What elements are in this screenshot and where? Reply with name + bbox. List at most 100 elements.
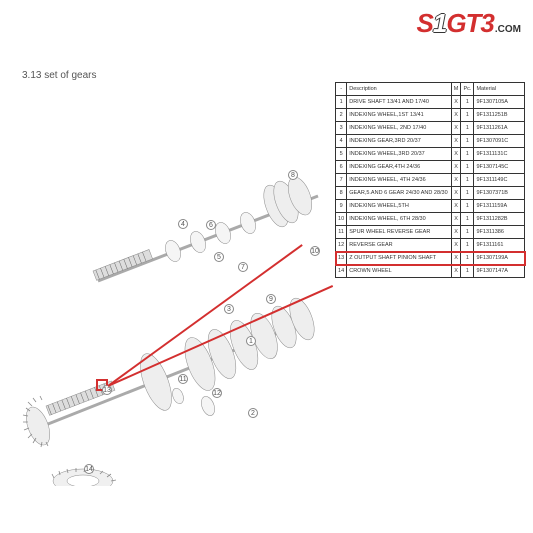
cell-m: X (451, 96, 461, 109)
cell-m: X (451, 109, 461, 122)
table-row: 9INDEXING WHEEL,5THX19F1311159A (336, 200, 525, 213)
cell-m: X (451, 252, 461, 265)
table-row: 10INDEXING WHEEL, 6TH 28/30X19F1311282B (336, 213, 525, 226)
logo-s: S (417, 8, 433, 38)
cell-m: X (451, 187, 461, 200)
cell-m: X (451, 174, 461, 187)
cell-desc: INDEXING WHEEL,1ST 13/41 (347, 109, 451, 122)
cell-mat: 9F1311386 (474, 226, 525, 239)
gears-illustration (8, 86, 338, 486)
cell-pc: 1 (461, 226, 474, 239)
cell-desc: DRIVE SHAFT 13/41 AND 17/40 (347, 96, 451, 109)
cell-m: X (451, 265, 461, 278)
table-row: 1DRIVE SHAFT 13/41 AND 17/40X19F1307105A (336, 96, 525, 109)
table-row: 7INDEXING WHEEL, 4TH 24/36X19F1311149C (336, 174, 525, 187)
cell-pos: 10 (336, 213, 347, 226)
cell-pc: 1 (461, 161, 474, 174)
callout-2: 2 (248, 408, 258, 418)
cell-m: X (451, 200, 461, 213)
cell-pos: 5 (336, 148, 347, 161)
cell-desc: INDEXING WHEEL, 4TH 24/36 (347, 174, 451, 187)
cell-pc: 1 (461, 200, 474, 213)
cell-desc: CROWN WHEEL (347, 265, 451, 278)
table-row: 13Z OUTPUT SHAFT PINION SHAFTX19F1307199… (336, 252, 525, 265)
cell-mat: 9F1311261A (474, 122, 525, 135)
cell-pos: 12 (336, 239, 347, 252)
cell-pc: 1 (461, 187, 474, 200)
cell-mat: 9F1311282B (474, 213, 525, 226)
cell-pc: 1 (461, 252, 474, 265)
cell-pos: 9 (336, 200, 347, 213)
cell-pos: 4 (336, 135, 347, 148)
cell-desc: INDEXING WHEEL, 2ND 17/40 (347, 122, 451, 135)
callout-5: 5 (214, 252, 224, 262)
cell-desc: SPUR WHEEL REVERSE GEAR (347, 226, 451, 239)
callout-1: 1 (246, 336, 256, 346)
cell-desc: INDEXING GEAR,4TH 24/36 (347, 161, 451, 174)
cell-m: X (451, 213, 461, 226)
col-mat: Material (474, 83, 525, 96)
table-row: 2INDEXING WHEEL,1ST 13/41X19F1311251B (336, 109, 525, 122)
cell-desc: INDEXING WHEEL, 6TH 28/30 (347, 213, 451, 226)
cell-m: X (451, 135, 461, 148)
cell-m: X (451, 239, 461, 252)
logo-1: 1 (433, 8, 446, 38)
cell-pc: 1 (461, 174, 474, 187)
table-row: 6INDEXING GEAR,4TH 24/36X19F1307145C (336, 161, 525, 174)
callout-4: 4 (178, 219, 188, 229)
cell-mat: 9F1307199A (474, 252, 525, 265)
cell-pos: 7 (336, 174, 347, 187)
cell-mat: 9F1311131C (474, 148, 525, 161)
col-pos: - (336, 83, 347, 96)
cell-pc: 1 (461, 148, 474, 161)
parts-table: - Description M Pc. Material 1 DRIVE SHAF… (335, 82, 525, 278)
cell-m: X (451, 122, 461, 135)
brand-logo: S1GT3 .COM (417, 8, 522, 39)
cell-pos: 6 (336, 161, 347, 174)
callout-12: 12 (212, 388, 222, 398)
callout-9: 9 (266, 294, 276, 304)
callout-6: 6 (206, 220, 216, 230)
callout-3: 3 (224, 304, 234, 314)
col-pc: Pc. (461, 83, 474, 96)
cell-pos: 8 (336, 187, 347, 200)
cell-m: X (451, 148, 461, 161)
cell-desc: REVERSE GEAR (347, 239, 451, 252)
cell-m: X (451, 226, 461, 239)
cell-pos: 14 (336, 265, 347, 278)
cell-mat: 9F1307145C (474, 161, 525, 174)
cell-pc: 1 (461, 135, 474, 148)
exploded-diagram: 1234567891011121314 (8, 86, 338, 486)
cell-pos: 2 (336, 109, 347, 122)
cell-pc: 1 (461, 122, 474, 135)
cell-pc: 1 (461, 265, 474, 278)
callout-13: 13 (102, 385, 112, 395)
table-row: 8GEAR,5.AND 6 GEAR 24/30 AND 28/30X19F13… (336, 187, 525, 200)
callout-10: 10 (310, 246, 320, 256)
table-row: 12REVERSE GEARX19F1311161 (336, 239, 525, 252)
table-row: 11SPUR WHEEL REVERSE GEARX19F1311386 (336, 226, 525, 239)
table-row: 5INDEXING WHEEL,3RD 20/37X19F1311131C (336, 148, 525, 161)
table-header-row: - Description M Pc. Material (336, 83, 525, 96)
cell-pc: 1 (461, 239, 474, 252)
cell-pos: 13 (336, 252, 347, 265)
cell-pc: 1 (461, 213, 474, 226)
col-m: M (451, 83, 461, 96)
cell-desc: INDEXING WHEEL,5TH (347, 200, 451, 213)
cell-mat: 9F1307147A (474, 265, 525, 278)
table-row: 4INDEXING GEAR,3RD 20/37X19F1307091C (336, 135, 525, 148)
table-row: 14CROWN WHEELX19F1307147A (336, 265, 525, 278)
cell-pc: 1 (461, 109, 474, 122)
logo-gt3: GT3 (446, 8, 494, 38)
table-row: 3INDEXING WHEEL, 2ND 17/40X19F1311261A (336, 122, 525, 135)
section-title: 3.13 set of gears (22, 70, 97, 81)
callout-7: 7 (238, 262, 248, 272)
cell-desc: Z OUTPUT SHAFT PINION SHAFT (347, 252, 451, 265)
cell-mat: 9F1311159A (474, 200, 525, 213)
cell-mat: 9F1307371B (474, 187, 525, 200)
cell-desc: INDEXING GEAR,3RD 20/37 (347, 135, 451, 148)
cell-pc: 1 (461, 96, 474, 109)
cell-desc: INDEXING WHEEL,3RD 20/37 (347, 148, 451, 161)
cell-mat: 9F1311161 (474, 239, 525, 252)
logo-com: .COM (495, 24, 521, 35)
